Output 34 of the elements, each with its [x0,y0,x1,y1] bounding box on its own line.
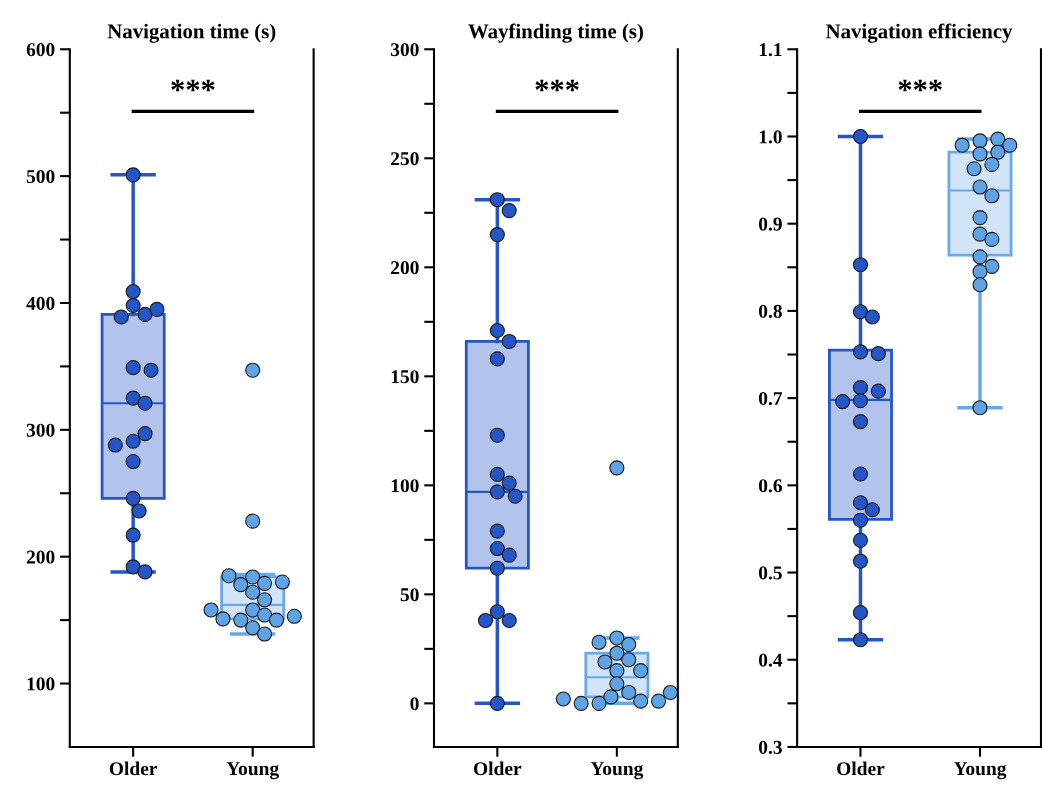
annotation: *** [898,79,942,92]
chart-title: Navigation time (s) [107,23,276,43]
y-tick-label: 100 [27,677,55,691]
y-tick-label: 200 [391,261,419,275]
y-tick-label: 0.4 [758,653,783,667]
y-tick-label: 600 [26,43,55,57]
y-tick-label: 300 [390,43,419,57]
x-tick-label: Young [226,762,279,780]
y-tick-label: 0.6 [758,479,782,493]
y-tick-label: 400 [26,296,55,310]
x-tick-label: Older [837,761,885,776]
y-tick-label: 500 [26,169,55,184]
y-tick-label: 0.8 [758,304,782,318]
annotation: *** [535,79,579,92]
y-tick-label: 0.7 [758,391,783,406]
y-tick-label: 1.0 [759,130,782,144]
y-tick-label: 100 [391,479,419,493]
x-tick-label: Young [590,762,644,780]
annotation: *** [171,79,215,92]
y-tick-label: 50 [400,588,419,602]
y-tick-label: 0.5 [758,566,782,580]
y-tick-label: 300 [26,423,55,437]
y-tick-label: 200 [26,550,55,564]
y-tick-label: 1.1 [759,43,782,57]
y-tick-label: 150 [391,370,419,384]
y-tick-label: 0 [410,697,419,711]
x-tick-label: Older [473,761,522,776]
x-tick-label: Young [953,762,1007,780]
y-tick-label: 0.9 [758,217,782,231]
chart-title: Wayfinding time (s) [468,23,643,43]
y-tick-label: 250 [391,152,419,166]
x-tick-label: Older [109,761,158,776]
y-tick-label: 0.3 [758,740,782,754]
chart-title: Navigation efficiency [826,23,1013,43]
